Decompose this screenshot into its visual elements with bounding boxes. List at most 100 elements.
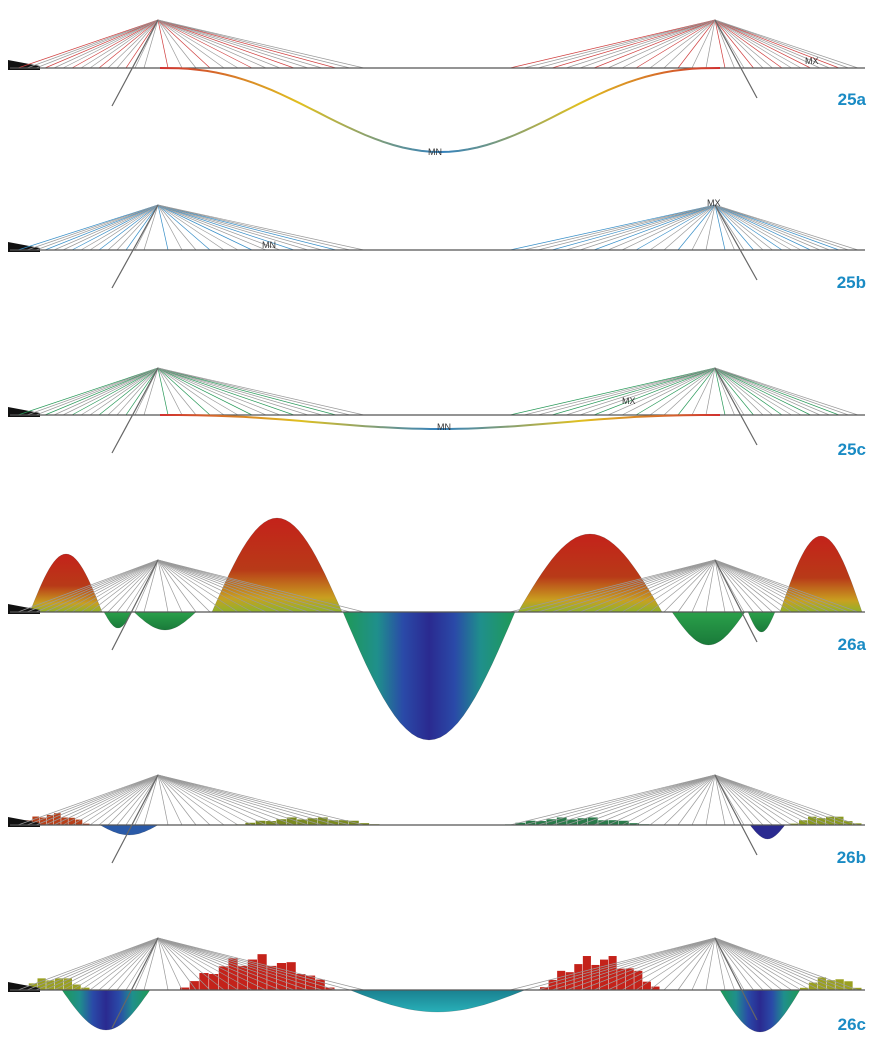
cable bbox=[566, 775, 715, 825]
cable bbox=[99, 560, 158, 612]
cable bbox=[622, 938, 715, 990]
cable bbox=[158, 368, 168, 415]
cable bbox=[158, 20, 266, 68]
cable bbox=[715, 205, 763, 250]
cable bbox=[158, 775, 224, 825]
cable bbox=[715, 20, 839, 68]
cable bbox=[63, 775, 158, 825]
cable bbox=[18, 775, 158, 825]
cable bbox=[715, 205, 820, 250]
cable bbox=[158, 368, 224, 415]
cable bbox=[552, 205, 715, 250]
moment-area bbox=[62, 990, 150, 1030]
cable bbox=[158, 775, 308, 825]
cable bbox=[566, 205, 715, 250]
cable bbox=[715, 20, 849, 68]
cable bbox=[715, 205, 792, 250]
cable bbox=[715, 938, 839, 990]
cable bbox=[99, 938, 158, 990]
cable bbox=[90, 368, 158, 415]
cable bbox=[99, 775, 158, 825]
cable bbox=[650, 20, 715, 68]
marker: MX bbox=[805, 56, 819, 66]
marker: MN bbox=[437, 422, 451, 432]
cable bbox=[36, 20, 158, 68]
cable bbox=[158, 368, 350, 415]
figure-label: 25b bbox=[837, 273, 866, 292]
cable bbox=[158, 20, 224, 68]
cable bbox=[158, 20, 168, 68]
cable bbox=[158, 560, 168, 612]
figure-label: 25a bbox=[838, 90, 867, 109]
figure-label: 26b bbox=[837, 848, 866, 867]
moment-bar bbox=[808, 817, 817, 825]
cable bbox=[715, 368, 792, 415]
cable bbox=[158, 205, 168, 250]
cable bbox=[715, 775, 849, 825]
cable bbox=[158, 775, 336, 825]
cable bbox=[158, 20, 252, 68]
cable bbox=[36, 775, 158, 825]
moment-bar bbox=[277, 963, 286, 990]
deformed-deck bbox=[160, 68, 720, 152]
moment-area bbox=[748, 612, 775, 632]
cable bbox=[90, 205, 158, 250]
cable bbox=[715, 775, 820, 825]
cable bbox=[650, 368, 715, 415]
cable bbox=[715, 775, 858, 825]
cable bbox=[608, 368, 715, 415]
cable bbox=[715, 368, 849, 415]
moment-area bbox=[672, 612, 745, 645]
cable bbox=[158, 368, 266, 415]
cable bbox=[715, 368, 820, 415]
cable bbox=[650, 938, 715, 990]
cable bbox=[99, 205, 158, 250]
figure-label: 25c bbox=[838, 440, 866, 459]
cable bbox=[715, 938, 763, 990]
cable bbox=[158, 205, 252, 250]
marker: MN bbox=[262, 240, 276, 250]
cable bbox=[566, 368, 715, 415]
cable bbox=[715, 368, 763, 415]
cable bbox=[622, 775, 715, 825]
cable bbox=[552, 368, 715, 415]
moment-bar bbox=[190, 981, 199, 990]
cable bbox=[608, 205, 715, 250]
cable bbox=[99, 368, 158, 415]
cable bbox=[45, 205, 158, 250]
cable bbox=[524, 205, 715, 250]
cable bbox=[158, 368, 322, 415]
cable bbox=[715, 938, 858, 990]
cable bbox=[158, 775, 168, 825]
cable bbox=[63, 20, 158, 68]
cable bbox=[158, 775, 266, 825]
cable bbox=[36, 368, 158, 415]
cable bbox=[715, 560, 792, 612]
moment-area bbox=[134, 612, 196, 630]
cable bbox=[90, 938, 158, 990]
marker: MX bbox=[622, 396, 636, 406]
cable bbox=[158, 368, 336, 415]
cable bbox=[566, 20, 715, 68]
moment-area bbox=[720, 990, 800, 1032]
moment-area bbox=[343, 612, 515, 740]
cable bbox=[715, 205, 849, 250]
cable bbox=[99, 20, 158, 68]
cable bbox=[158, 20, 308, 68]
cable bbox=[608, 775, 715, 825]
cable bbox=[715, 938, 820, 990]
cable bbox=[45, 20, 158, 68]
marker: MX bbox=[707, 198, 721, 208]
cable bbox=[158, 368, 252, 415]
cable bbox=[650, 560, 715, 612]
cable bbox=[650, 775, 715, 825]
cable bbox=[715, 775, 839, 825]
cable bbox=[524, 775, 715, 825]
cable bbox=[158, 205, 336, 250]
cable bbox=[552, 20, 715, 68]
figure-label: 26a bbox=[838, 635, 867, 654]
cable bbox=[18, 20, 158, 68]
cable bbox=[18, 938, 158, 990]
cable bbox=[538, 775, 715, 825]
cable bbox=[158, 775, 252, 825]
